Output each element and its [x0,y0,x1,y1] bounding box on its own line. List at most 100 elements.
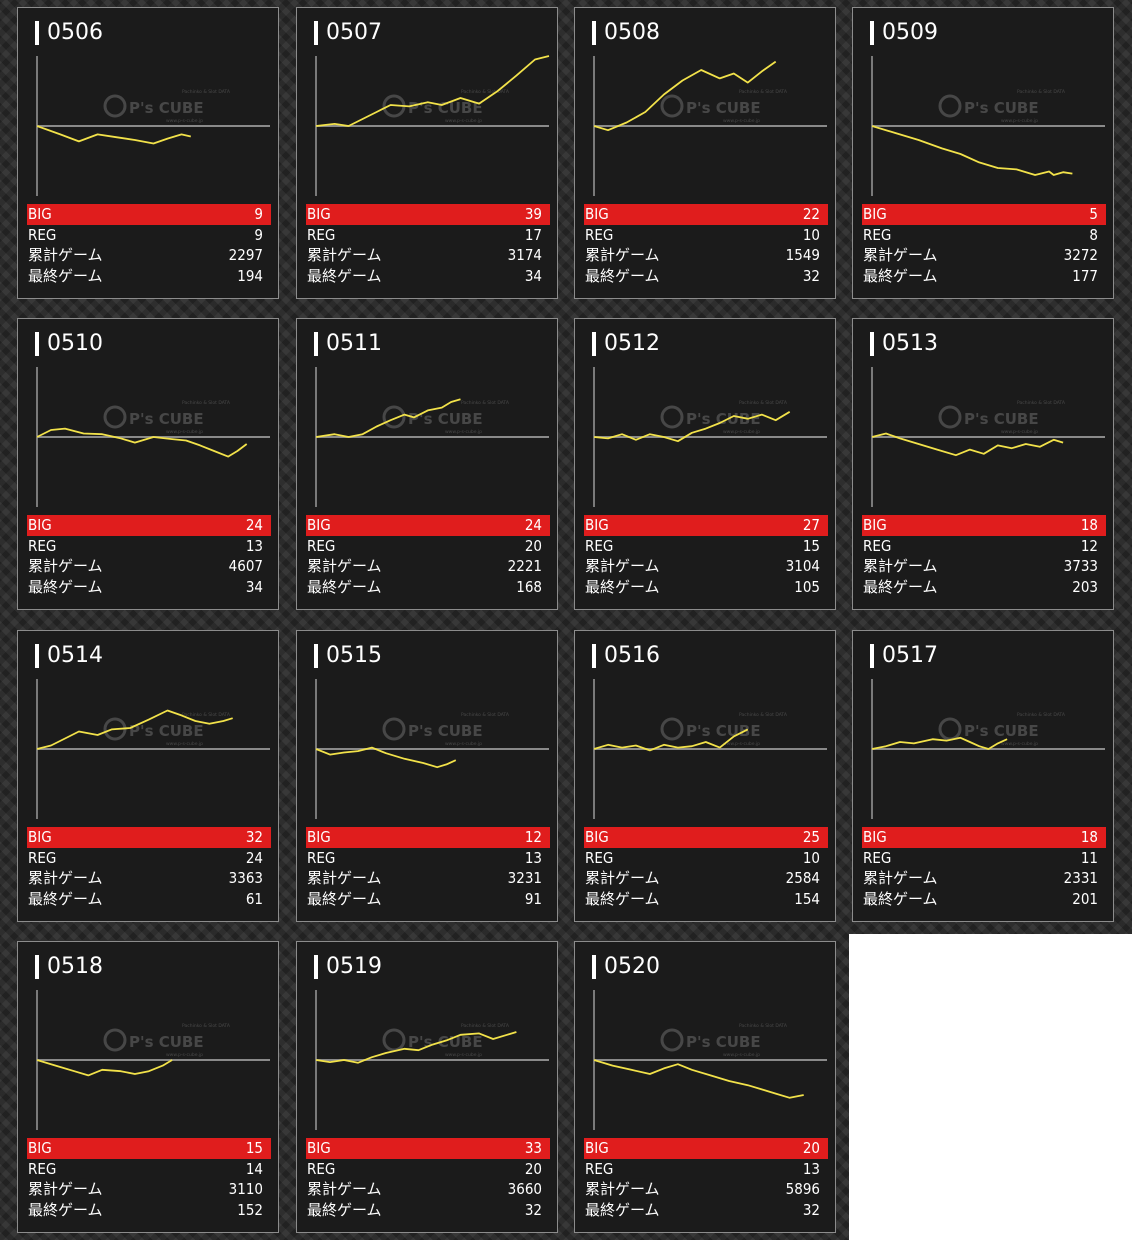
machine-card-0512[interactable]: 0512 P's CUBE Pachinko & Slot DATA www.p… [574,318,836,610]
total-games-row: 累計ゲーム 2221 [306,556,550,577]
machine-number: 0519 [314,955,382,979]
last-games-label: 最終ゲーム [585,577,660,596]
machine-card-0520[interactable]: 0520 P's CUBE Pachinko & Slot DATA www.p… [574,941,836,1233]
reg-label: REG [585,848,614,867]
big-row: BIG 12 [306,827,550,848]
last-games-value: 152 [237,1200,263,1219]
total-games-value: 3363 [228,869,263,887]
last-games-value: 61 [245,889,263,908]
big-row: BIG 25 [584,827,828,848]
reg-row: REG 8 [862,225,1106,246]
total-games-label: 累計ゲーム [585,1180,660,1198]
reg-label: REG [863,848,892,867]
reg-label: REG [307,225,336,244]
last-games-label: 最終ゲーム [307,889,382,908]
total-games-value: 2584 [785,869,820,887]
watermark-brand: P's CUBE [686,722,761,740]
machine-card-0518[interactable]: 0518 P's CUBE Pachinko & Slot DATA www.p… [17,941,279,1233]
machine-number: 0513 [870,332,938,356]
machine-card-0513[interactable]: 0513 P's CUBE Pachinko & Slot DATA www.p… [852,318,1114,610]
reg-count: 13 [524,848,542,867]
stats-table: BIG 9 REG 9 累計ゲーム 2297 最終ゲーム 194 [27,204,271,286]
reg-row: REG 20 [306,1159,550,1180]
machine-card-0517[interactable]: 0517 P's CUBE Pachinko & Slot DATA www.p… [852,630,1114,922]
last-games-value: 34 [245,577,263,596]
reg-label: REG [28,536,57,555]
reg-count: 15 [802,536,820,555]
machine-card-0516[interactable]: 0516 P's CUBE Pachinko & Slot DATA www.p… [574,630,836,922]
big-row: BIG 27 [584,515,828,536]
total-games-label: 累計ゲーム [863,869,938,887]
total-games-label: 累計ゲーム [307,869,382,887]
reg-row: REG 13 [584,1159,828,1180]
reg-row: REG 12 [862,536,1106,557]
reg-label: REG [307,536,336,555]
machine-card-0519[interactable]: 0519 P's CUBE Pachinko & Slot DATA www.p… [296,941,558,1233]
watermark-logo: P's CUBE Pachinko & Slot DATA www.p-s-cu… [938,400,1066,435]
watermark-brand: P's CUBE [686,410,761,428]
total-games-value: 3110 [228,1180,263,1198]
svg-text:Pachinko & Slot DATA: Pachinko & Slot DATA [461,400,510,406]
slump-graph: P's CUBE Pachinko & Slot DATA www.p-s-cu… [315,55,550,196]
stats-table: BIG 27 REG 15 累計ゲーム 3104 最終ゲーム 105 [584,515,828,597]
graph-line [315,746,457,769]
big-count: 27 [802,516,820,534]
machine-card-0507[interactable]: 0507 P's CUBE Pachinko & Slot DATA www.p… [296,7,558,299]
last-games-label: 最終ゲーム [28,577,103,596]
machine-card-0511[interactable]: 0511 P's CUBE Pachinko & Slot DATA www.p… [296,318,558,610]
reg-count: 10 [802,225,820,244]
big-count: 24 [245,516,263,534]
last-games-row: 最終ゲーム 154 [584,889,828,910]
svg-text:Pachinko & Slot DATA: Pachinko & Slot DATA [1017,400,1066,406]
graph-line [593,60,777,132]
total-games-label: 累計ゲーム [863,557,938,575]
watermark-logo: P's CUBE Pachinko & Slot DATA www.p-s-cu… [103,712,231,747]
reg-count: 12 [1080,536,1098,555]
last-games-value: 91 [524,889,542,908]
last-games-label: 最終ゲーム [307,1200,382,1219]
stats-table: BIG 22 REG 10 累計ゲーム 1549 最終ゲーム 32 [584,204,828,286]
last-games-row: 最終ゲーム 34 [306,266,550,287]
big-label: BIG [863,516,887,534]
total-games-value: 1549 [785,246,820,264]
watermark-brand: P's CUBE [129,1033,204,1051]
total-games-row: 累計ゲーム 5896 [584,1179,828,1200]
last-games-row: 最終ゲーム 105 [584,577,828,598]
total-games-row: 累計ゲーム 2584 [584,868,828,889]
graph-line [315,55,550,127]
machine-number: 0520 [592,955,660,979]
machine-card-0508[interactable]: 0508 P's CUBE Pachinko & Slot DATA www.p… [574,7,836,299]
svg-text:Pachinko & Slot DATA: Pachinko & Slot DATA [1017,712,1066,718]
last-games-row: 最終ゲーム 194 [27,266,271,287]
big-count: 18 [1080,516,1098,534]
svg-text:www.p-s-cube.jp: www.p-s-cube.jp [445,118,482,124]
last-games-label: 最終ゲーム [28,1200,103,1219]
machine-card-0509[interactable]: 0509 P's CUBE Pachinko & Slot DATA www.p… [852,7,1114,299]
big-label: BIG [863,205,887,223]
watermark-brand: P's CUBE [964,99,1039,117]
svg-text:www.p-s-cube.jp: www.p-s-cube.jp [445,1052,482,1058]
big-label: BIG [307,205,331,223]
big-row: BIG 39 [306,204,550,225]
stats-table: BIG 33 REG 20 累計ゲーム 3660 最終ゲーム 32 [306,1138,550,1220]
machine-number: 0506 [35,21,103,45]
stats-table: BIG 18 REG 12 累計ゲーム 3733 最終ゲーム 203 [862,515,1106,597]
svg-text:www.p-s-cube.jp: www.p-s-cube.jp [723,429,760,435]
total-games-value: 3660 [507,1180,542,1198]
svg-text:www.p-s-cube.jp: www.p-s-cube.jp [723,741,760,747]
machine-card-0510[interactable]: 0510 P's CUBE Pachinko & Slot DATA www.p… [17,318,279,610]
stats-table: BIG 20 REG 13 累計ゲーム 5896 最終ゲーム 32 [584,1138,828,1220]
graph-line [36,125,191,145]
machine-card-0514[interactable]: 0514 P's CUBE Pachinko & Slot DATA www.p… [17,630,279,922]
last-games-label: 最終ゲーム [863,577,938,596]
graph-line [593,728,749,752]
last-games-value: 177 [1072,266,1098,285]
machine-card-0515[interactable]: 0515 P's CUBE Pachinko & Slot DATA www.p… [296,630,558,922]
stats-table: BIG 25 REG 10 累計ゲーム 2584 最終ゲーム 154 [584,827,828,909]
svg-text:Pachinko & Slot DATA: Pachinko & Slot DATA [182,400,231,406]
big-label: BIG [307,828,331,846]
last-games-value: 32 [802,1200,820,1219]
big-count: 15 [245,1139,263,1157]
stats-table: BIG 15 REG 14 累計ゲーム 3110 最終ゲーム 152 [27,1138,271,1220]
machine-card-0506[interactable]: 0506 P's CUBE Pachinko & Slot DATA www.p… [17,7,279,299]
